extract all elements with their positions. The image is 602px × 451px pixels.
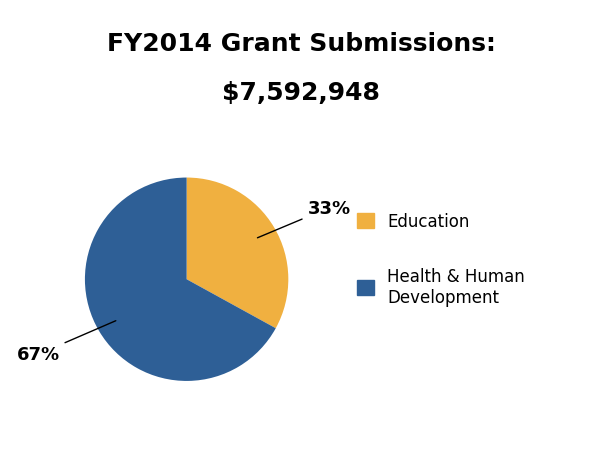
Wedge shape xyxy=(187,178,288,328)
Text: FY2014 Grant Submissions:: FY2014 Grant Submissions: xyxy=(107,32,495,55)
Text: 33%: 33% xyxy=(258,199,350,238)
Text: 67%: 67% xyxy=(17,321,116,364)
Text: $7,592,948: $7,592,948 xyxy=(222,81,380,105)
Wedge shape xyxy=(85,178,276,381)
Legend: Education, Health & Human
Development: Education, Health & Human Development xyxy=(358,213,525,306)
